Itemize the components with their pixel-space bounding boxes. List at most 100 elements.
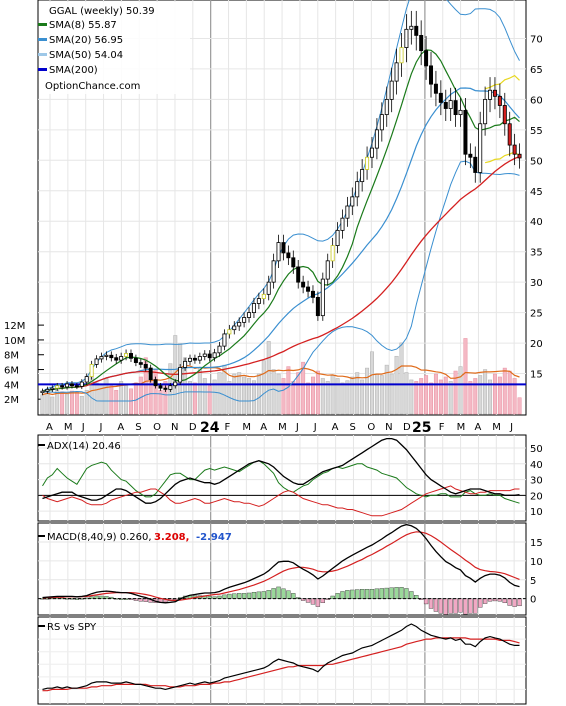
candle-body (99, 356, 104, 360)
macd-histogram-bar (478, 598, 483, 608)
volume-bar (433, 373, 438, 415)
macd-histogram-bar (359, 589, 365, 599)
candle-body (335, 229, 340, 247)
volume-bar (306, 382, 311, 415)
candle-body (69, 383, 74, 387)
volume-bar (79, 395, 84, 415)
candle-body (488, 89, 493, 100)
candle-body (448, 100, 453, 109)
x-tick-label: O (153, 422, 161, 433)
macd-histogram-bar (320, 598, 325, 604)
macd-histogram-bar (428, 598, 434, 609)
macd-legend: MACD(8,40,9) 0.260, 3.208, -2.947 (38, 532, 232, 543)
candle-body (320, 278, 325, 317)
candle-body (222, 333, 227, 347)
x-tick-label: A (260, 422, 267, 433)
candle-body (178, 367, 183, 383)
volume-average-line (42, 364, 520, 396)
x-tick-label: J (509, 422, 513, 433)
bollinger-lower-band (42, 160, 520, 402)
macd-histogram-bar (374, 588, 380, 599)
macd-histogram-bar (399, 587, 404, 599)
year-label-25: 25 (412, 420, 431, 436)
candle-body (60, 385, 65, 388)
candle-body (350, 196, 355, 207)
volume-bar (153, 369, 158, 415)
candle-body (374, 129, 379, 149)
x-tick-label: M (457, 422, 466, 433)
volume-bar (163, 381, 168, 415)
macd-histogram-bar (104, 596, 109, 599)
x-tick-label: J (99, 422, 103, 433)
price-tick-label: 30 (530, 278, 543, 289)
volume-bar (310, 376, 315, 415)
bollinger-upper-band (42, 0, 520, 392)
candle-body (124, 353, 129, 357)
x-tick-label: F (439, 422, 445, 433)
volume-tick-label: 12M (4, 321, 25, 332)
volume-bar (40, 394, 45, 415)
macd-histogram-bar (502, 598, 507, 604)
macd-histogram-bar (232, 593, 237, 599)
volume-tick-label: 2M (4, 395, 19, 406)
candle-body (237, 321, 242, 327)
macd-histogram-bar (369, 589, 375, 599)
adx-tick-label: 10 (530, 507, 543, 518)
candle-body (473, 156, 478, 173)
candle-body (227, 329, 232, 335)
volume-bar (237, 372, 242, 415)
candle-body (168, 385, 173, 390)
candle-body (65, 383, 70, 388)
candle-body (483, 98, 488, 125)
adx-legend: ADX(14) 20.46 (38, 441, 121, 452)
candle-body (291, 257, 296, 268)
x-tick-label: A (46, 422, 53, 433)
year-label-24: 24 (200, 420, 220, 436)
candle-body (188, 357, 193, 362)
candle-body (94, 358, 99, 365)
volume-tick-label: 10M (4, 336, 25, 347)
macd-histogram-bar (473, 598, 478, 614)
macd-histogram-bar (443, 598, 448, 615)
volume-bar (50, 396, 55, 415)
volume-bar (143, 357, 148, 415)
volume-bar (69, 390, 74, 415)
candle-body (419, 35, 424, 52)
candle-body (119, 356, 124, 361)
candle-body (497, 95, 502, 106)
x-tick-label: D (189, 422, 197, 433)
volume-bar (114, 390, 119, 415)
volume-bar (438, 379, 443, 415)
macd-histogram-bar (266, 590, 271, 599)
macd-histogram-bar (227, 593, 232, 599)
volume-bar (271, 369, 276, 415)
volume-bar (478, 375, 483, 415)
price-tick-label: 15 (530, 370, 543, 381)
candle-body (114, 357, 119, 361)
x-tick-label: D (403, 422, 411, 433)
volume-bar (409, 379, 414, 415)
volume-bar (247, 378, 252, 415)
macd-histogram-bar (281, 588, 286, 599)
volume-bar (379, 375, 384, 415)
candle-body (276, 242, 281, 262)
volume-bar (429, 382, 433, 415)
candle-body (183, 360, 188, 368)
macd-histogram-bar (286, 590, 291, 599)
volume-bar (296, 372, 301, 415)
legend-sma50: SMA(50) 54.04 (49, 50, 123, 61)
volume-bar (251, 380, 256, 415)
legend-swatch-sma20 (38, 38, 47, 41)
legend-swatch-sma8 (38, 23, 47, 26)
volume-bar (256, 373, 261, 415)
adx-title: ADX(14) 20.46 (47, 441, 121, 452)
volume-bar (320, 378, 325, 415)
volume-bar (212, 379, 217, 415)
candle-body (365, 156, 370, 170)
macd-histogram-bar (310, 598, 316, 605)
candle-body (143, 363, 148, 369)
macd-histogram-bar (448, 598, 453, 614)
candle-body (306, 286, 311, 292)
macd-tick-label: 15 (530, 538, 543, 549)
macd-title: MACD(8,40,9) 0.260, (47, 532, 152, 543)
